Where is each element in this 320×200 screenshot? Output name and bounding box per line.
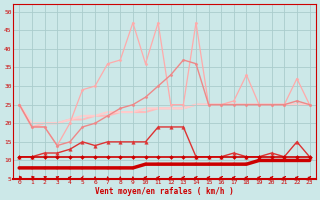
X-axis label: Vent moyen/en rafales ( km/h ): Vent moyen/en rafales ( km/h ) — [95, 187, 234, 196]
